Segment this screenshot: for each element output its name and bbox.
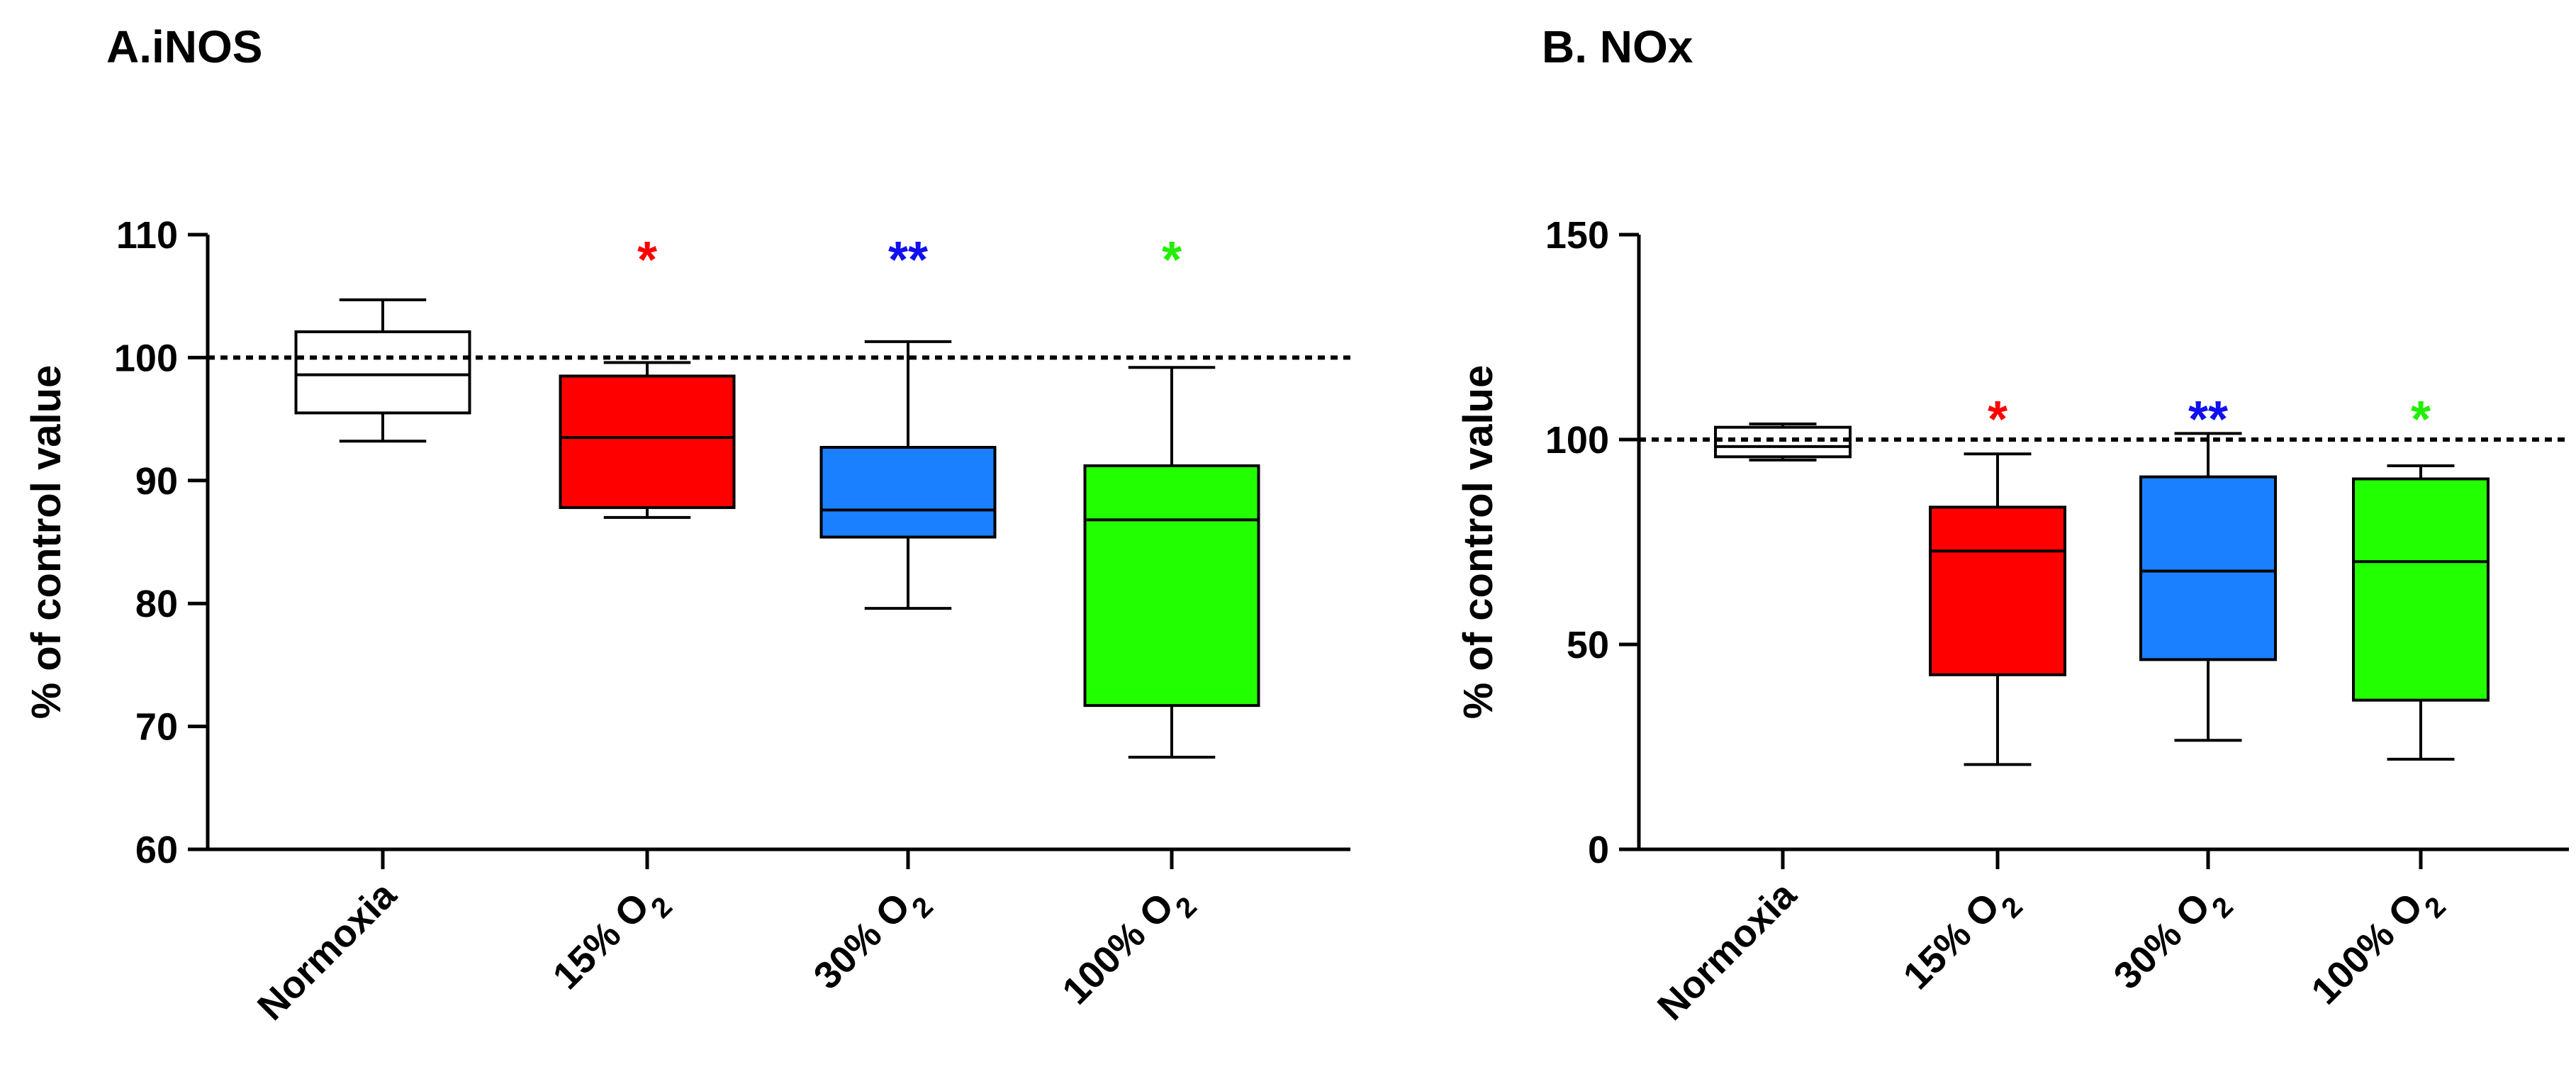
box-iqr — [1083, 464, 1260, 708]
chart-title: B. NOx — [1542, 21, 1693, 72]
y-tick-label: 50 — [1567, 624, 1609, 666]
significance-marker: ** — [2188, 391, 2228, 448]
y-axis-label: % of control value — [1455, 365, 1501, 720]
box-1 — [294, 298, 471, 443]
category-main: 100% O — [2303, 885, 2431, 1012]
box-iqr — [819, 445, 997, 539]
category-main: 100% O — [1054, 885, 1182, 1012]
x-category-label: 15% O2 — [545, 873, 678, 1007]
x-category-label: 30% O2 — [806, 873, 939, 1007]
category-main: Normoxia — [250, 873, 405, 1028]
y-tick-label: 70 — [135, 706, 178, 749]
box-4 — [2352, 464, 2490, 761]
y-tick-label: 90 — [135, 460, 178, 503]
y-tick-label: 100 — [1545, 419, 1609, 462]
chart-title: A.iNOS — [106, 21, 262, 72]
y-tick-label: 100 — [114, 337, 178, 379]
box-3 — [819, 340, 997, 610]
y-tick-label: 0 — [1588, 829, 1609, 871]
category-main: Normoxia — [1650, 873, 1805, 1028]
significance-marker: ** — [888, 232, 928, 289]
box-iqr — [2352, 477, 2490, 702]
y-tick-label: 80 — [135, 583, 178, 625]
significance-marker: * — [1162, 232, 1182, 289]
box-iqr — [2139, 475, 2277, 661]
x-category-label: Normoxia — [250, 873, 405, 1028]
box-iqr — [1714, 425, 1852, 459]
panel-inos: A.iNOS % of control value 60 70 80 90 100 110 No… — [23, 21, 1350, 1029]
box-4 — [1083, 366, 1260, 759]
x-category-label: 15% O2 — [1895, 873, 2029, 1007]
box-iqr — [559, 374, 736, 509]
category-main: 30% O — [806, 885, 919, 998]
y-tick-label: 150 — [1545, 214, 1609, 257]
category-main: 15% O — [545, 885, 658, 998]
x-category-label: 100% O2 — [2303, 873, 2452, 1022]
category-main: 15% O — [1895, 885, 2008, 998]
x-category-label: 100% O2 — [1054, 873, 1203, 1022]
box-iqr — [294, 330, 471, 415]
x-category-label: Normoxia — [1650, 873, 1805, 1028]
box-3 — [2139, 432, 2277, 742]
box-iqr — [1929, 505, 2066, 676]
y-tick-label: 60 — [135, 829, 178, 871]
panel-nox: B. NOx % of control value 0 50 100 150 Normoxi… — [1455, 21, 2569, 1029]
box-1 — [1714, 423, 1852, 462]
box-2 — [559, 361, 736, 519]
y-tick-label: 110 — [116, 214, 178, 257]
y-axis-label: % of control value — [23, 365, 69, 720]
category-main: 30% O — [2106, 885, 2219, 998]
x-category-label: 30% O2 — [2106, 873, 2239, 1007]
box-2 — [1929, 452, 2066, 766]
significance-marker: * — [637, 232, 657, 289]
